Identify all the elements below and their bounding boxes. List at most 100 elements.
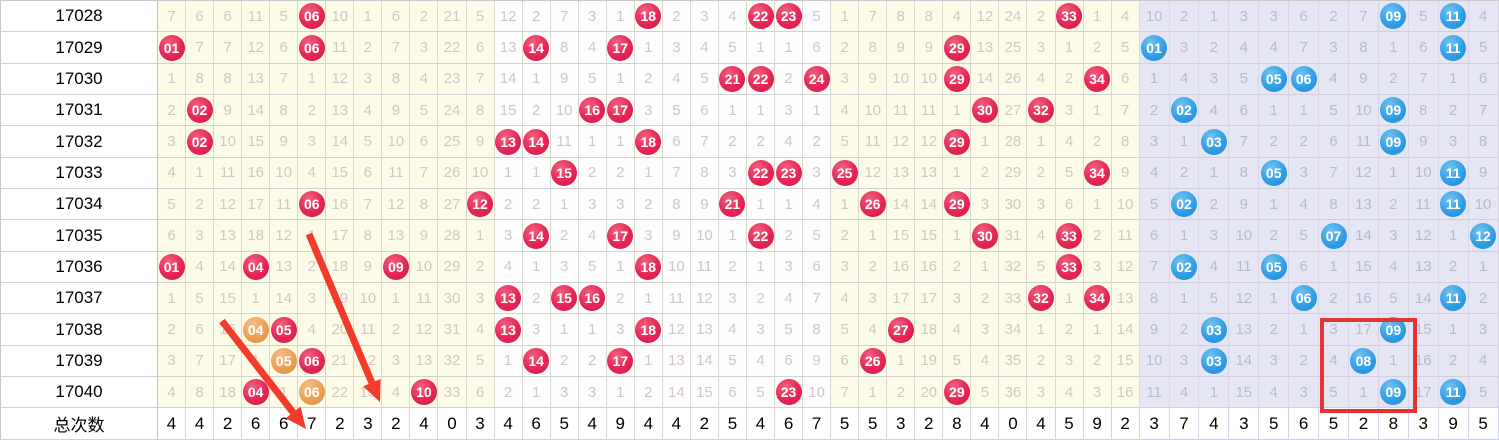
total-count-cell: 6 [1289,408,1320,440]
drawn-number-cell: 09 [1378,95,1409,127]
miss-count-cell: 3 [1027,32,1056,64]
red-ball: 22 [747,3,774,30]
miss-count-cell: 2 [298,95,327,127]
miss-count-cell: 8 [186,63,215,96]
miss-count-cell: 5 [690,63,719,96]
miss-count-cell: 4 [690,32,719,64]
miss-count-cell: 7 [803,283,832,315]
total-count-cell: 4 [746,408,776,440]
miss-count-cell: 1 [1259,283,1290,315]
miss-count-cell: 3 [1169,32,1200,64]
miss-count-cell: 4 [831,95,860,127]
miss-count-cell: 6 [270,32,299,64]
total-count-cell: 8 [1378,408,1409,440]
miss-count-cell: 12 [887,126,916,158]
miss-count-cell: 4 [1468,345,1499,378]
miss-count-cell: 3 [606,189,635,221]
miss-count-cell: 5 [1289,220,1320,252]
drawn-number-cell: 05 [270,345,299,378]
miss-count-cell: 10 [1229,220,1260,252]
miss-count-cell: 3 [550,251,579,284]
miss-count-cell: 15 [242,126,271,158]
miss-count-cell: 4 [1111,1,1140,33]
miss-count-cell: 10 [1139,345,1170,378]
miss-count-cell: 4 [1055,377,1084,409]
miss-count-cell: 5 [1319,377,1349,409]
red-ball: 29 [943,34,970,61]
miss-count-cell: 1 [775,189,804,221]
blue-ball: 11 [1440,379,1467,406]
miss-count-cell: 9 [803,345,832,378]
miss-count-cell: 3 [1027,377,1056,409]
miss-count-cell: 5 [1229,63,1260,96]
miss-count-cell: 1 [522,377,551,409]
total-count-cell: 7 [298,408,327,440]
miss-count-cell: 1 [1438,220,1469,252]
miss-count-cell: 4 [746,345,776,378]
miss-count-cell: 7 [158,1,187,33]
miss-count-cell: 1 [803,95,832,127]
red-ball: 22 [747,65,774,92]
miss-count-cell: 5 [971,377,1000,409]
miss-count-cell: 22 [438,32,467,64]
red-ball: 13 [495,316,522,343]
miss-count-cell: 1 [775,32,804,64]
drawn-number-cell: 29 [943,126,972,158]
drawn-number-cell: 11 [1438,32,1469,64]
miss-count-cell: 13 [382,220,411,252]
miss-count-cell: 20 [915,377,944,409]
miss-count-cell: 11 [410,283,439,315]
miss-count-cell: 24 [999,1,1028,33]
miss-count-cell: 5 [410,95,439,127]
drawn-number-cell: 03 [1199,345,1230,378]
miss-count-cell: 15 [690,377,719,409]
total-count-cell: 4 [158,408,187,440]
miss-count-cell: 4 [382,377,411,409]
drawn-number-cell: 23 [775,157,804,190]
drawn-number-cell: 30 [971,95,1000,127]
miss-count-cell: 6 [1468,63,1499,96]
red-ball: 34 [1084,285,1111,312]
miss-count-cell: 32 [999,251,1028,284]
miss-count-cell: 6 [1408,32,1439,64]
miss-count-cell: 4 [943,1,972,33]
miss-count-cell: 3 [186,220,215,252]
miss-count-cell: 2 [550,345,579,378]
miss-count-cell: 4 [494,251,523,284]
miss-count-cell: 6 [158,220,187,252]
miss-count-cell: 1 [606,377,635,409]
drawn-number-cell: 29 [943,63,972,96]
miss-count-cell: 7 [354,189,383,221]
blue-ball: 11 [1440,159,1467,186]
miss-count-cell: 1 [494,157,523,190]
drawn-number-cell: 06 [298,345,327,378]
miss-count-cell: 4 [1319,345,1349,378]
total-count-cell: 2 [1111,408,1140,440]
drawn-number-cell: 33 [1055,220,1084,252]
miss-count-cell: 2 [1027,157,1056,190]
miss-count-cell: 7 [410,157,439,190]
miss-count-cell: 3 [1139,126,1170,158]
total-count-cell: 9 [1083,408,1112,440]
miss-count-cell: 5 [1055,157,1084,190]
miss-count-cell: 1 [943,95,972,127]
miss-count-cell: 5 [466,345,495,378]
miss-count-cell: 10 [1139,1,1170,33]
miss-count-cell: 7 [690,126,719,158]
miss-count-cell: 4 [1259,32,1290,64]
total-count-cell: 4 [410,408,439,440]
miss-count-cell: 12 [662,314,691,346]
miss-count-cell: 11 [1348,126,1379,158]
drawn-number-cell: 05 [270,314,299,346]
miss-count-cell: 1 [746,189,776,221]
miss-count-cell: 10 [326,1,355,33]
orange-ball: 05 [270,347,297,374]
miss-count-cell: 8 [1319,189,1349,221]
miss-count-cell: 5 [1468,377,1499,409]
miss-count-cell: 1 [494,345,523,378]
red-ball: 16 [579,285,606,312]
miss-count-cell: 2 [634,377,663,409]
drawn-number-cell: 17 [606,95,635,127]
miss-count-cell: 4 [1289,189,1320,221]
miss-count-cell: 14 [887,189,916,221]
